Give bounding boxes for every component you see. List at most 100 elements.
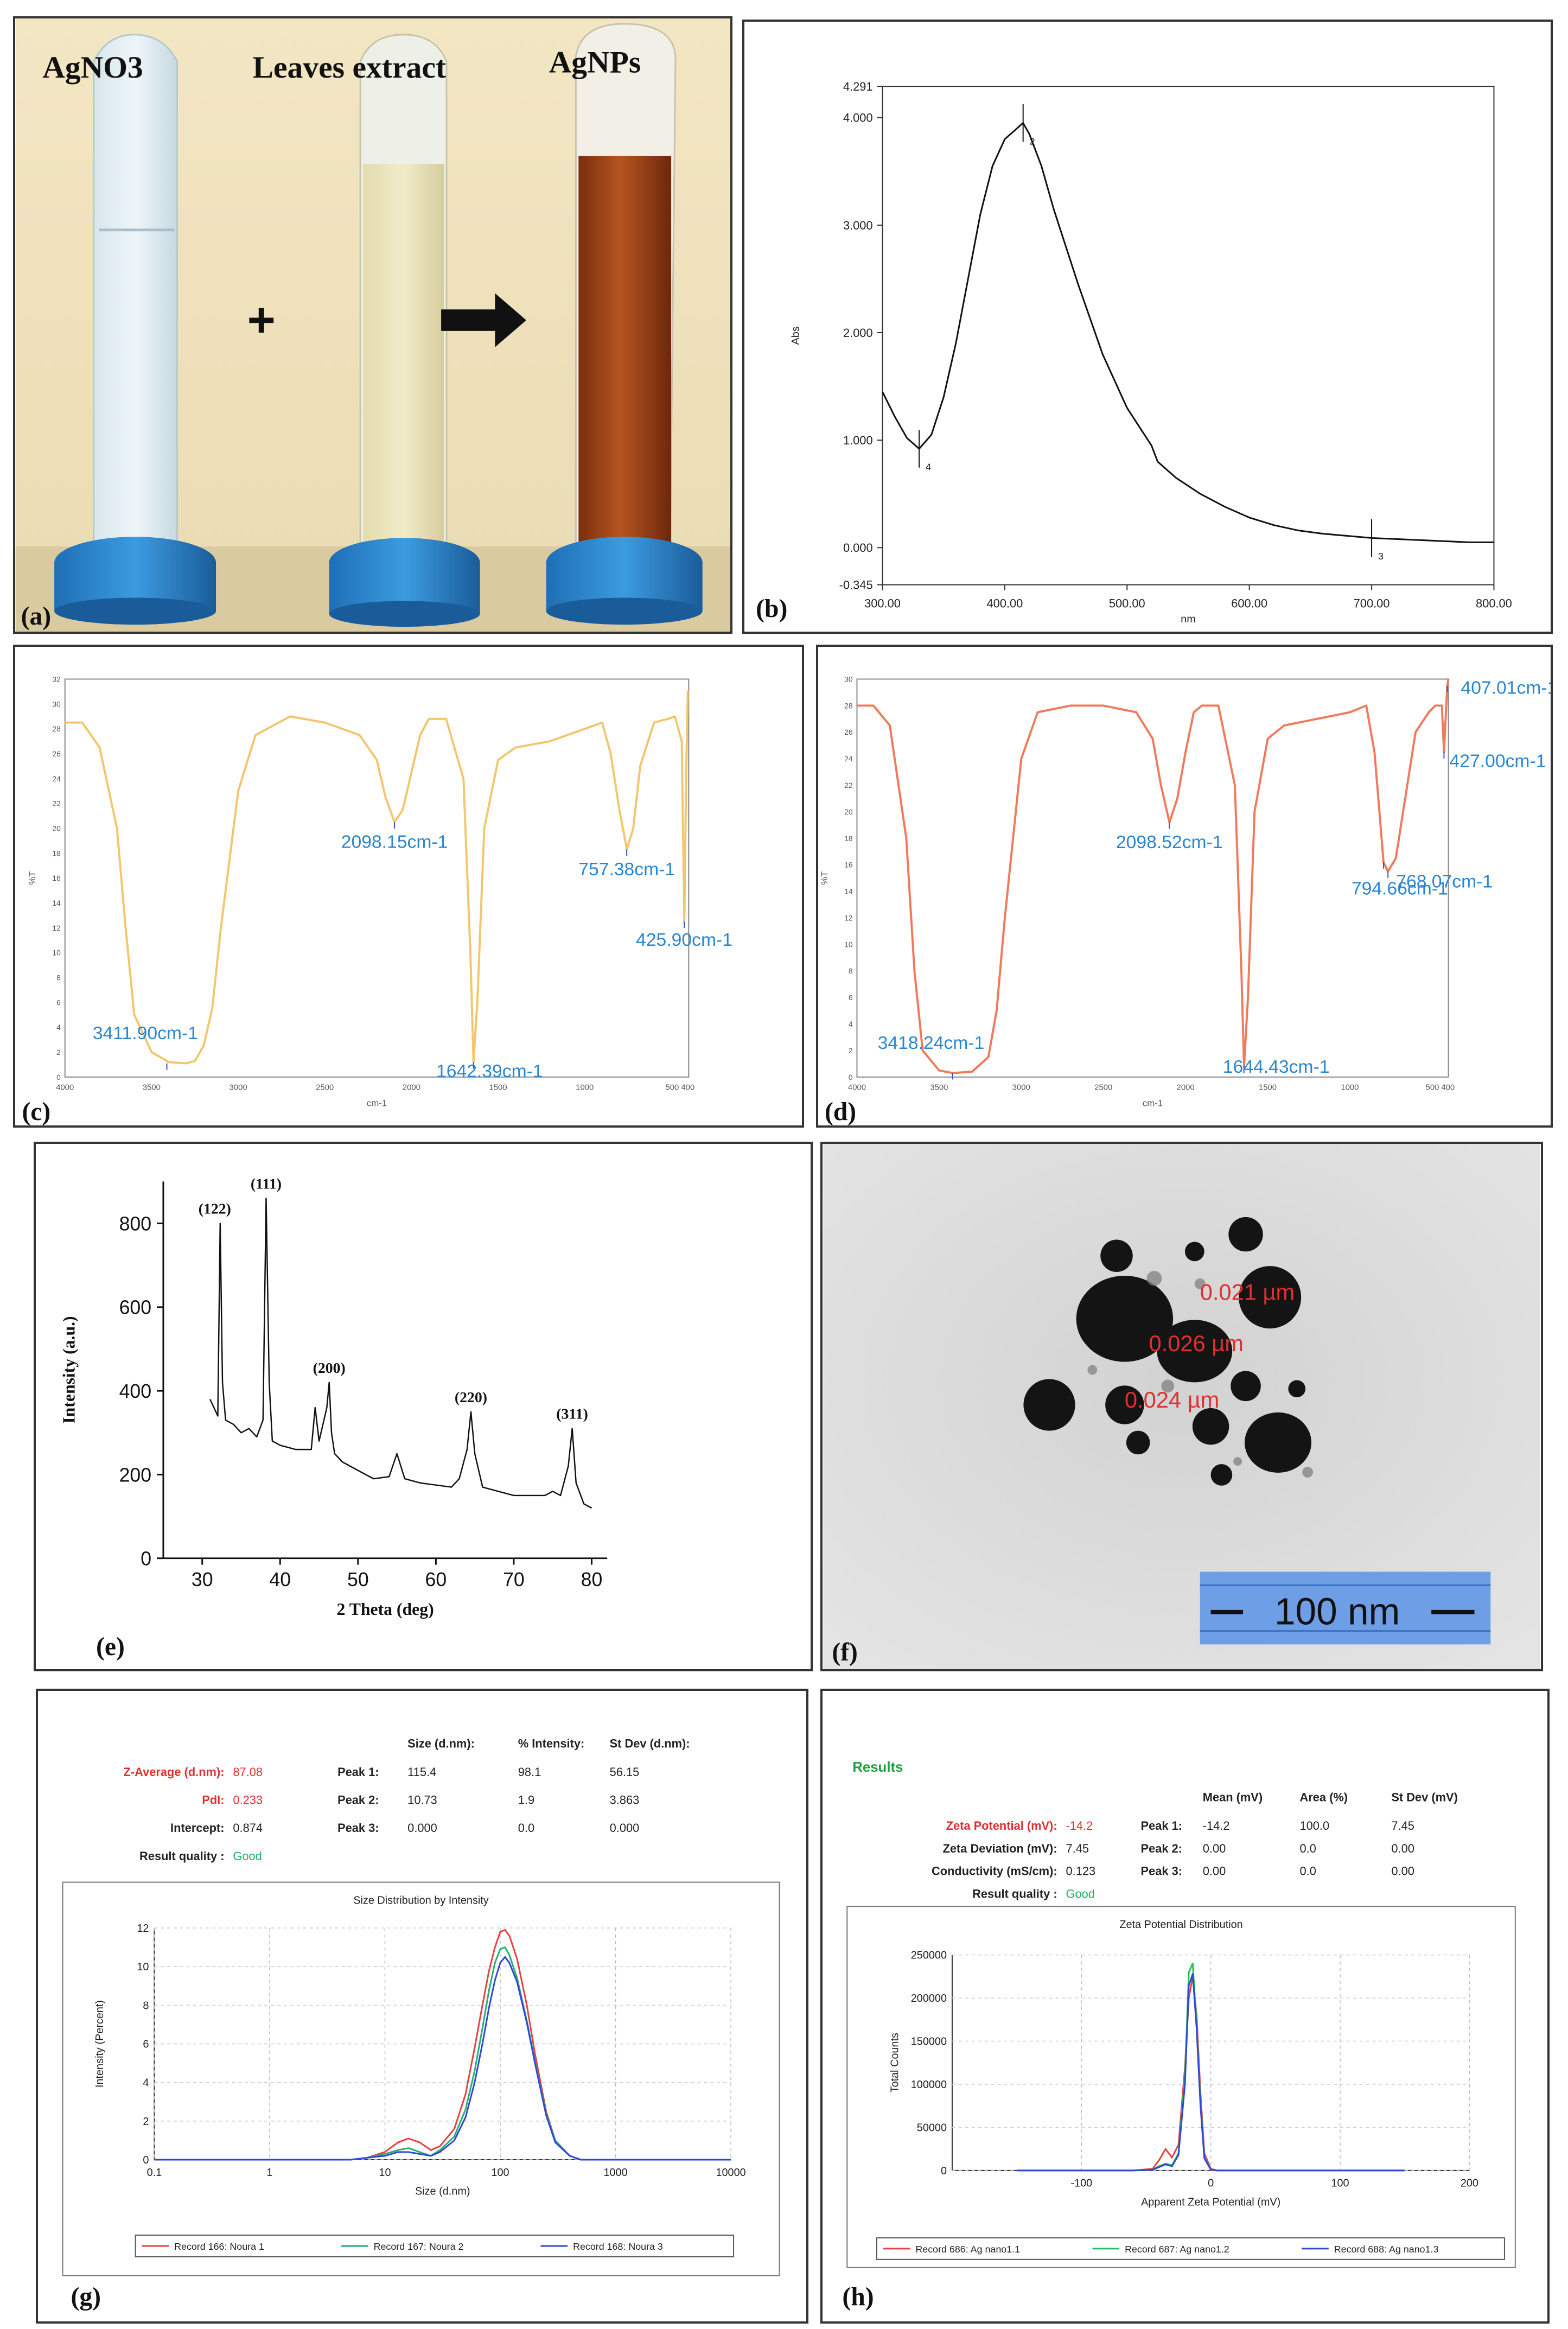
chart-title: Size Distribution by Intensity	[353, 1894, 489, 1906]
x-tick-label: 700.00	[1354, 596, 1390, 610]
peak-row-label: Peak 3:	[1141, 1865, 1182, 1878]
x-axis-label: cm-1	[1143, 1098, 1163, 1108]
peak-row-value: 0.0	[518, 1821, 534, 1835]
y-tick-label: 22	[52, 799, 61, 808]
x-tick-label: 100	[1331, 2178, 1349, 2190]
peak-label: 794.66cm-1	[1352, 879, 1448, 899]
peak-label: 427.00cm-1	[1450, 752, 1546, 772]
y-tick-label: 0	[56, 1073, 61, 1081]
x-tick-label: 1000	[1341, 1084, 1359, 1092]
x-tick-label: 600.00	[1231, 596, 1267, 610]
panel-a-photo: + AgNO3 Leaves extract AgNPs (a)	[13, 16, 732, 634]
y-axis-label: Intensity (Percent)	[94, 2000, 106, 2088]
panel-label: (h)	[842, 2283, 874, 2311]
y-tick-label: 10	[52, 949, 61, 957]
y-tick-label: 4.000	[843, 111, 873, 125]
peak-label: 425.90cm-1	[636, 930, 732, 950]
peak-label: (220)	[455, 1389, 487, 1406]
peak-row-value: 0.0	[1300, 1842, 1316, 1855]
y-tick-label: 6	[143, 2038, 149, 2050]
y-axis-label: Abs	[790, 326, 802, 345]
column-header: St Dev (mV)	[1391, 1791, 1458, 1804]
chart-title: Zeta Potential Distribution	[1119, 1919, 1242, 1931]
y-tick-label: 8	[143, 2000, 149, 2012]
y-tick-label: 30	[52, 699, 61, 708]
peak-label: 2098.52cm-1	[1116, 832, 1223, 852]
peak-row-value: 7.45	[1391, 1819, 1414, 1832]
peak-label: 407.01cm-1	[1461, 678, 1551, 698]
column-header: Area (%)	[1300, 1791, 1348, 1804]
y-tick-label: 26	[52, 749, 61, 758]
y-tick-label: 26	[844, 728, 853, 736]
spectrum-line	[857, 679, 1450, 1074]
x-axis-label: Apparent Zeta Potential (mV)	[1141, 2196, 1280, 2208]
x-axis-label: 2 Theta (deg)	[336, 1600, 434, 1619]
x-tick-label: 4000	[848, 1084, 866, 1092]
panel-label: (f)	[832, 1638, 858, 1666]
result-label: Z-Average (d.nm):	[124, 1765, 225, 1779]
peak-row-value: 10.73	[407, 1793, 437, 1807]
x-tick-label: 400.00	[986, 596, 1023, 610]
chart-frame	[62, 1881, 780, 2276]
result-value: 0.233	[233, 1793, 263, 1807]
x-tick-label: 10000	[716, 2167, 745, 2179]
legend-entry: Record 687: Ag nano1.2	[1125, 2244, 1229, 2255]
result-label: PdI:	[202, 1793, 224, 1807]
peak-row-value: 1.9	[518, 1793, 534, 1807]
x-tick-label: 1000	[576, 1084, 594, 1092]
tem-measurement: 0.021 µm	[1200, 1280, 1295, 1305]
peak-label: 1644.43cm-1	[1223, 1057, 1330, 1077]
result-label: Result quality :	[972, 1887, 1057, 1900]
scale-bar-box	[1200, 1571, 1491, 1645]
x-axis-label: Size (d.nm)	[415, 2186, 470, 2198]
y-tick-label: 0	[141, 1548, 151, 1570]
legend-box	[876, 2237, 1505, 2260]
result-label: Result quality :	[139, 1849, 224, 1863]
y-tick-label: 32	[52, 674, 61, 683]
legend-entry: Record 686: Ag nano1.1	[915, 2244, 1020, 2255]
result-value: 0.874	[233, 1821, 263, 1835]
y-tick-label: 18	[52, 849, 61, 857]
result-value: -14.2	[1066, 1819, 1093, 1832]
peak-row-value: 0.00	[1391, 1865, 1414, 1878]
title-agnps: AgNPs	[549, 45, 641, 79]
peak-row-value: 0.000	[407, 1821, 437, 1835]
panel-c-ftir: 4000 3500 3000 2500 2000 1500 1000 500 400 0 2 4 6 8…	[13, 645, 804, 1128]
x-tick-label: 1500	[489, 1084, 507, 1092]
panel-label: (a)	[21, 602, 52, 631]
panel-label: (g)	[71, 2283, 101, 2311]
peak-row-label: Peak 1:	[337, 1765, 379, 1779]
tem-measurement: 0.024 µm	[1125, 1387, 1219, 1412]
y-tick-label: 2	[849, 1046, 853, 1055]
y-axis-label: Intensity (a.u.)	[59, 1316, 78, 1423]
y-tick-label: 4	[56, 1023, 61, 1032]
peak-row-value: 0.00	[1391, 1842, 1414, 1855]
peak-label: 3418.24cm-1	[878, 1033, 985, 1053]
series-line	[882, 122, 1494, 543]
y-tick-label: 800	[119, 1213, 152, 1235]
peak-row-value: 3.863	[610, 1793, 640, 1807]
x-tick-label: 500 400	[665, 1084, 694, 1092]
x-tick-label: 500 400	[1426, 1084, 1455, 1092]
y-tick-label: 14	[844, 887, 853, 896]
y-tick-label: 3.000	[843, 219, 873, 232]
peak-label: (200)	[313, 1360, 346, 1377]
x-tick-label: 0.1	[147, 2167, 162, 2179]
x-tick-label: 800.00	[1476, 596, 1512, 610]
x-tick-label: -100	[1070, 2178, 1092, 2190]
tem-measurement: 0.026 µm	[1149, 1331, 1244, 1356]
panel-label: (c)	[22, 1098, 50, 1125]
y-tick-label: 20	[844, 807, 853, 816]
plus-sign: +	[247, 292, 276, 347]
panel-label: (b)	[756, 595, 787, 623]
y-tick-label: 0	[941, 2165, 947, 2177]
y-tick-label: 16	[844, 861, 853, 869]
result-label: Zeta Potential (mV):	[946, 1819, 1057, 1832]
diffractogram-line	[209, 1198, 592, 1509]
peak-row-label: Peak 1:	[1141, 1819, 1182, 1832]
result-label: Intercept:	[170, 1821, 224, 1835]
x-tick-label: 3000	[1012, 1084, 1030, 1092]
plot-frame	[856, 678, 1449, 1078]
peak-label: 2098.15cm-1	[341, 832, 448, 852]
